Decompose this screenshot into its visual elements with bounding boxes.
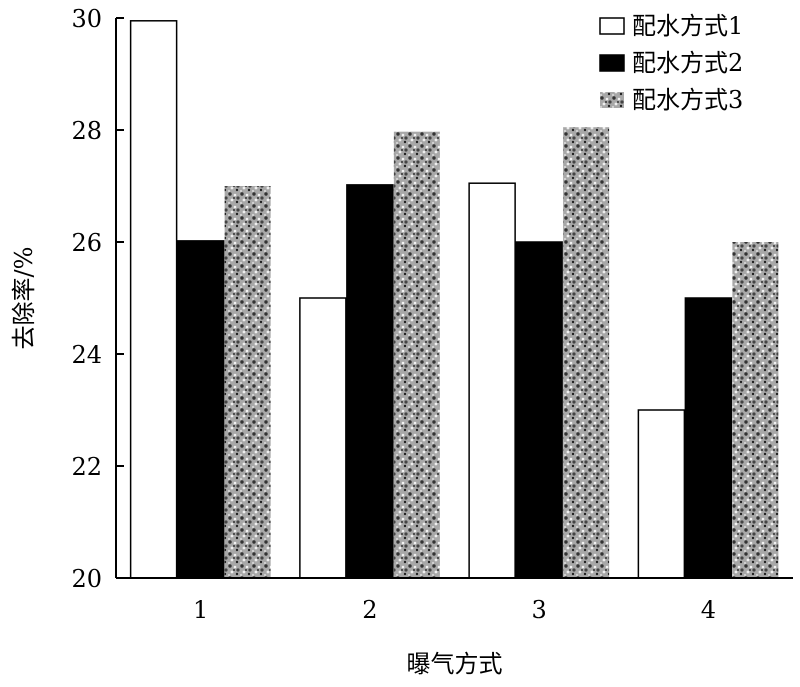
bar-series1-cat3 [468,182,516,579]
legend-swatch-2 [599,54,625,72]
legend-label-1: 配水方式1 [632,12,743,40]
bar-series3-cat4 [732,242,779,578]
bar-series1-cat2 [299,297,347,579]
bar-series2-cat4 [684,297,733,579]
y-tick-label: 24 [71,341,102,369]
x-tick-label: 3 [531,596,546,624]
bar-series2-cat3 [515,241,563,579]
y-tick-label: 20 [71,565,102,593]
y-tick-label: 28 [71,117,102,145]
y-tick-label: 22 [71,453,102,481]
legend-swatch-1 [599,17,625,35]
x-tick-label: 2 [362,596,377,624]
x-tick-label: 1 [193,596,208,624]
legend-label-3: 配水方式3 [632,86,743,114]
bar-series1-cat4 [637,409,686,579]
x-axis-title: 曝气方式 [407,650,503,678]
bar-series2-cat1 [176,240,225,579]
bar-series3-cat2 [393,131,440,578]
legend: 配水方式1 配水方式2 配水方式3 [599,12,743,114]
y-tick-label: 30 [71,5,102,33]
legend-swatch-3 [600,92,624,108]
bar-series3-cat3 [563,127,610,578]
bar-series3-cat1 [224,186,271,578]
y-tick-label: 26 [71,229,102,257]
bar-series1-cat1 [129,20,178,579]
y-axis-title: 去除率/% [10,247,38,350]
x-tick-label: 4 [701,596,716,624]
bar-series2-cat2 [346,184,394,579]
plot-area [129,20,779,579]
legend-label-2: 配水方式2 [632,49,743,77]
